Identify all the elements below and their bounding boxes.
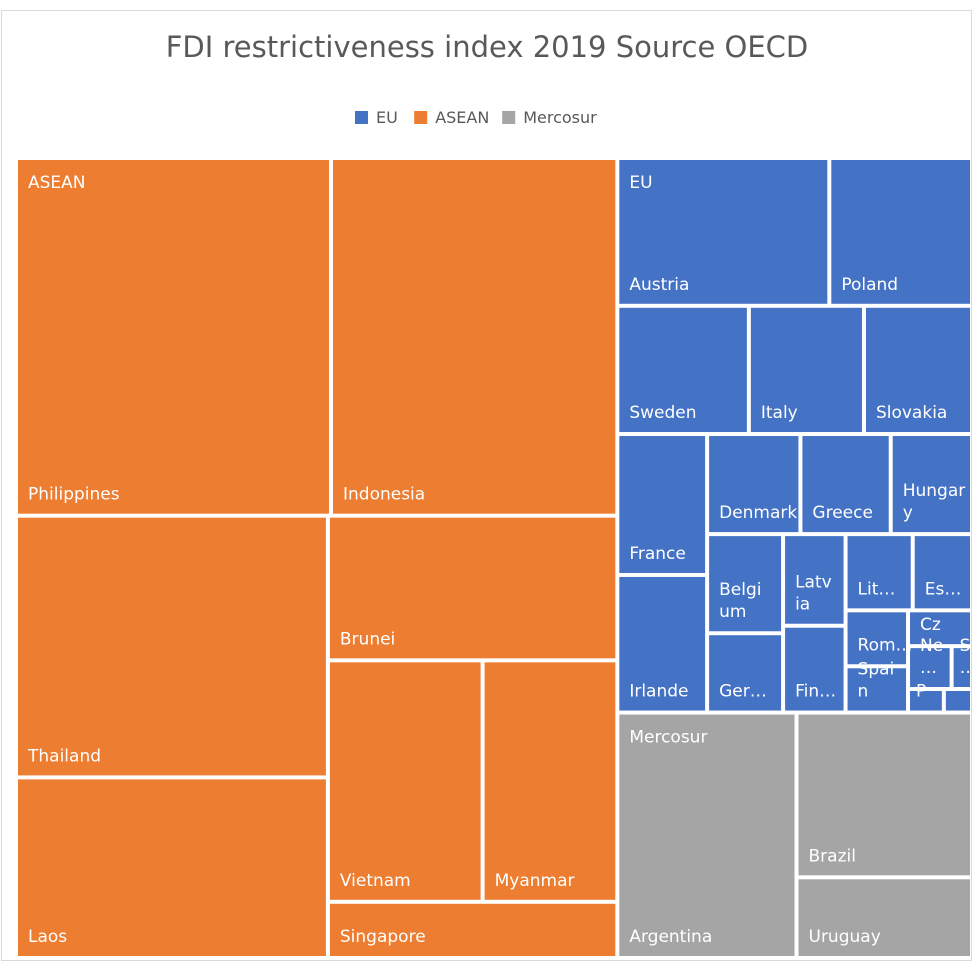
tile <box>329 517 616 659</box>
tile <box>709 436 799 533</box>
tile <box>709 536 782 632</box>
tile <box>785 536 844 624</box>
tile <box>914 536 970 609</box>
tile-label: Ne… <box>920 636 943 678</box>
tile-label: Irlande <box>629 682 688 702</box>
tile-label: Belgi um <box>719 580 761 622</box>
tile <box>798 714 970 876</box>
tile-label: Uruguay <box>809 927 881 947</box>
tile-label: Brazil <box>809 846 856 866</box>
tile-label: Brunei <box>340 629 395 649</box>
tile <box>945 690 970 711</box>
legend-swatch <box>502 111 516 124</box>
tile <box>953 648 970 687</box>
tile-label: P <box>916 682 926 702</box>
tile-label: Hungar y <box>903 481 966 523</box>
tile <box>18 779 326 956</box>
legend: EU ASEAN Mercosur <box>355 108 597 127</box>
tile <box>619 714 795 956</box>
tile <box>798 879 970 956</box>
tile <box>18 517 326 776</box>
tile <box>802 436 889 533</box>
legend-label: ASEAN <box>435 108 489 127</box>
tile <box>847 612 907 665</box>
tile <box>831 160 970 304</box>
tile-label: Rom… <box>858 635 913 655</box>
tile-label: France <box>629 544 686 564</box>
tile <box>910 690 942 711</box>
tile <box>329 662 481 900</box>
tile <box>619 307 747 433</box>
tile <box>847 536 911 609</box>
tile-label: Ger… <box>719 682 767 702</box>
tile-label: Thailand <box>27 746 101 766</box>
tile <box>865 307 970 433</box>
tile <box>332 160 616 514</box>
tile <box>484 662 616 900</box>
tile-label: Singapore <box>340 927 426 947</box>
tile <box>910 612 970 645</box>
tile-label: Poland <box>841 275 898 295</box>
legend-label: EU <box>376 108 398 127</box>
tile-label: Philippines <box>28 485 120 505</box>
tile-label: Laos <box>28 927 67 947</box>
chart-title: FDI restrictiveness index 2019 Source OE… <box>166 30 809 64</box>
tile-label: Spai n <box>858 660 895 702</box>
tile <box>709 635 782 711</box>
tile-label: Indonesia <box>343 485 425 505</box>
tile <box>847 668 907 711</box>
tile-label: Greece <box>812 503 873 523</box>
tile-label: S… <box>960 636 974 678</box>
tile-label: Argentina <box>629 927 712 947</box>
legend-swatch <box>414 111 428 124</box>
tile-label: Latv ia <box>795 573 832 615</box>
legend-swatch <box>355 111 368 124</box>
tile-label: Myanmar <box>495 871 575 891</box>
tile <box>18 160 329 514</box>
tile <box>619 576 706 711</box>
tile-label: Fin… <box>795 682 836 702</box>
tile-label: Es… <box>925 579 962 599</box>
tile-label: Denmark <box>719 503 797 523</box>
tile <box>619 436 706 573</box>
group-label: Mercosur <box>629 728 707 748</box>
tile-label: Italy <box>761 403 798 423</box>
tile <box>619 160 828 304</box>
tile <box>910 648 950 687</box>
tile-label: Slovakia <box>876 403 947 423</box>
tile <box>785 627 844 711</box>
legend-label: Mercosur <box>523 108 597 127</box>
tile-label: Lit… <box>858 579 896 599</box>
group-label: ASEAN <box>28 173 86 193</box>
tile <box>750 307 862 433</box>
tile-label: Sweden <box>629 403 696 423</box>
tile-label: Cz <box>920 615 941 635</box>
tile <box>892 436 970 533</box>
tile <box>329 903 616 956</box>
tile-label: Austria <box>629 275 689 295</box>
tile-label: Vietnam <box>340 871 411 891</box>
group-label: EU <box>629 173 652 193</box>
